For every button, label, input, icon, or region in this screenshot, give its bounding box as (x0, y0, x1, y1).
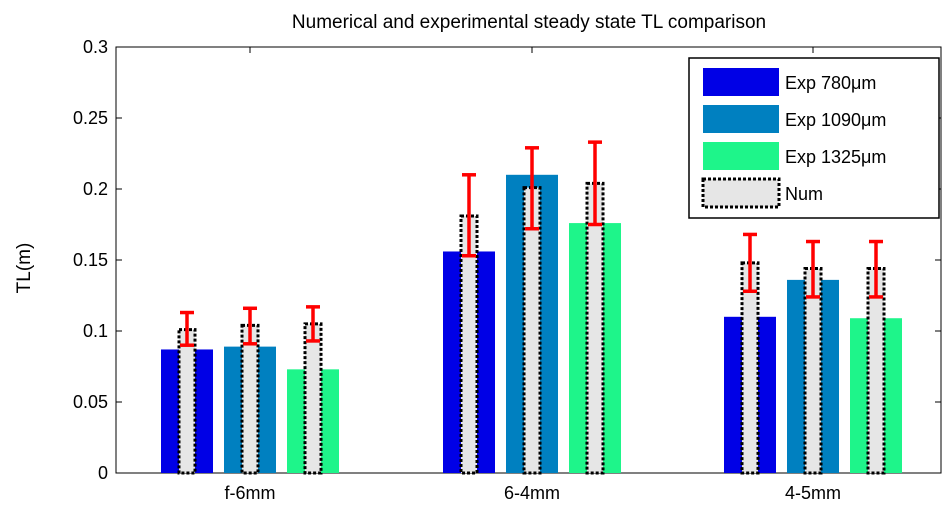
num-bar (740, 261, 760, 475)
chart-title: Numerical and experimental steady state … (292, 12, 766, 33)
y-tick-label: 0.2 (83, 179, 108, 199)
legend-label: Exp 1090μm (785, 110, 886, 130)
num-bar (177, 328, 197, 475)
y-tick-label: 0.25 (73, 108, 108, 128)
legend-label: Exp 1325μm (785, 147, 886, 167)
num-bar (303, 322, 323, 475)
y-tick-label: 0 (98, 463, 108, 483)
y-axis-label: TL(m) (14, 243, 35, 294)
x-tick-label: 4-5mm (785, 483, 841, 503)
plot-area: 0 0.05 0.1 0.15 0.2 0.25 0.3 f-6mm 6-4mm 4-5mm (73, 37, 942, 503)
legend-swatch (703, 105, 779, 133)
x-tick-label: f-6mm (225, 483, 276, 503)
num-bar (803, 267, 823, 475)
legend-label: Exp 780μm (785, 73, 876, 93)
y-tick-label: 0.3 (83, 37, 108, 57)
legend-swatch (703, 142, 779, 170)
legend: Exp 780μm Exp 1090μm Exp 1325μm Num (688, 57, 940, 219)
num-bar (866, 267, 886, 475)
num-bar (240, 323, 260, 475)
legend-label: Num (785, 184, 823, 204)
y-tick-label: 0.15 (73, 250, 108, 270)
legend-swatch (701, 177, 781, 209)
x-tick-label: 6-4mm (504, 483, 560, 503)
num-bar (585, 181, 605, 475)
legend-swatch (703, 68, 779, 96)
y-tick-label: 0.05 (73, 392, 108, 412)
y-tick-label: 0.1 (83, 321, 108, 341)
